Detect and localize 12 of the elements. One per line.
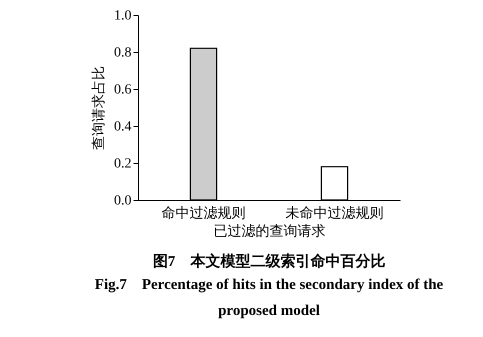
y-tick-label: 0.8 [114, 46, 132, 60]
x-tick-label: 命中过滤规则 [162, 206, 246, 222]
y-tick-label: 0.2 [114, 156, 132, 172]
y-tick-label: 1.0 [114, 8, 132, 24]
x-axis-title: 已过滤的查询请求 [214, 224, 326, 240]
x-tick-label: 未命中过滤规则 [286, 206, 384, 222]
y-tick-label: 0.0 [114, 194, 132, 208]
text: 图7 本文模型二级索引命中百分比 [152, 253, 386, 270]
y-tick-label: 0.4 [114, 120, 132, 134]
y-axis-title: 查询请求占比 [91, 66, 107, 150]
y-tick-label: 0.6 [114, 82, 132, 98]
text: Fig.7 Percentage of hits in the secondary index of the proposed model [94, 277, 444, 319]
